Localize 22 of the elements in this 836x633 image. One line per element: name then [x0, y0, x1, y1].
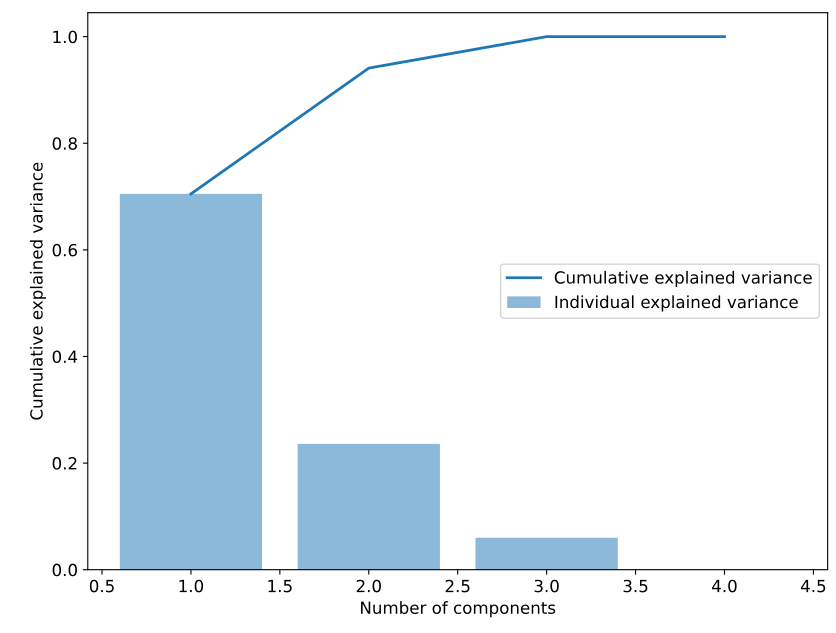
y-axis-title: Cumulative explained variance [30, 162, 46, 420]
legend-label: Cumulative explained variance [554, 270, 812, 288]
x-tick-label: 2.0 [356, 580, 381, 592]
x-tick-label: 3.5 [624, 580, 648, 592]
y-tick-label: 0.8 [52, 137, 77, 150]
legend-label: Individual explained variance [556, 295, 798, 312]
x-tick-label: 1.5 [268, 580, 292, 592]
y-tick-label: 0.2 [52, 457, 76, 470]
bar [120, 194, 262, 570]
bar [475, 538, 618, 570]
y-tick-label: 0.0 [52, 564, 77, 576]
x-tick-label: 3.0 [534, 580, 559, 592]
x-tick-label: 4.0 [712, 580, 737, 592]
x-tick-label: 2.5 [446, 580, 470, 592]
x-tick-label: 4.5 [800, 580, 826, 592]
x-axis-title: Number of components [361, 601, 556, 618]
bar [298, 444, 440, 570]
x-tick-label: 0.5 [90, 580, 114, 592]
y-tick-label: 1.0 [53, 30, 77, 44]
y-tick-label: 0.6 [52, 244, 78, 256]
y-tick-label: 0.4 [52, 350, 78, 364]
x-tick-label: 1.0 [180, 580, 204, 592]
